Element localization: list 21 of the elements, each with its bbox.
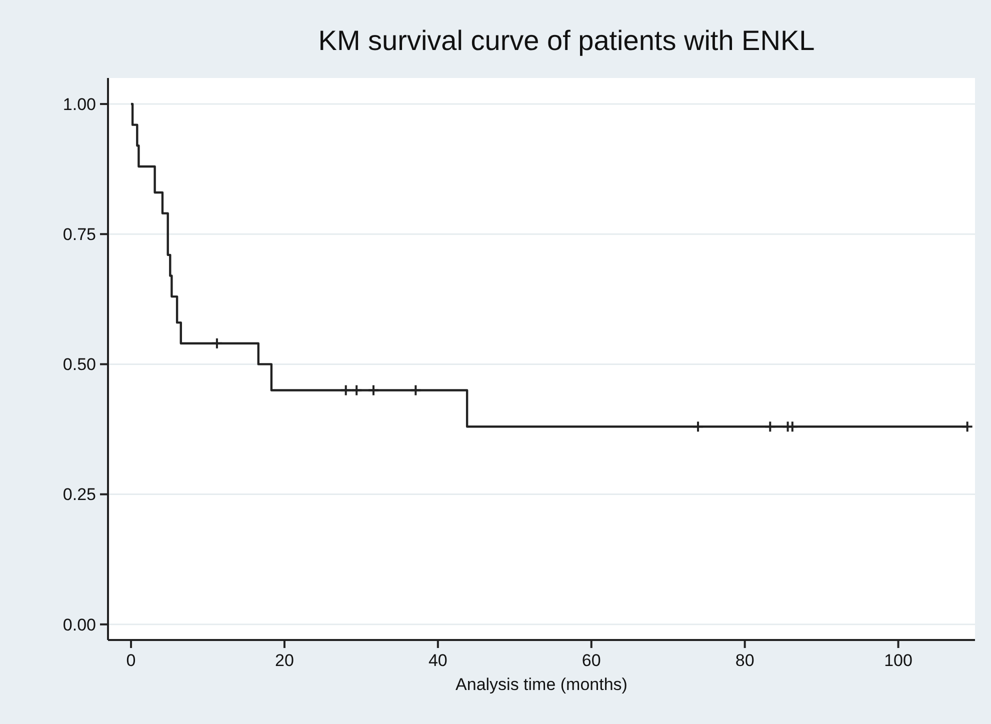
x-tick-label: 80 [735,651,754,670]
y-tick-label: 0.00 [62,615,96,634]
y-tick-label: 0.25 [62,485,96,504]
chart-title: KM survival curve of patients with ENKL [318,25,815,56]
point [961,420,974,433]
x-tick-label: 0 [126,651,136,670]
y-tick-label: 0.50 [62,355,96,374]
x-tick-label: 20 [275,651,294,670]
point [692,420,704,433]
point [764,420,776,433]
x-axis-title: Analysis time (months) [456,675,628,694]
point [350,384,363,396]
x-tick-label: 100 [884,651,912,670]
y-tick-label: 1.00 [62,94,96,114]
x-tick-label: 60 [582,651,601,670]
point [340,384,352,396]
point [367,384,380,396]
point [410,384,422,396]
point [210,337,223,350]
x-tick-label: 40 [428,651,448,670]
y-tick-label: 0.75 [62,225,96,244]
